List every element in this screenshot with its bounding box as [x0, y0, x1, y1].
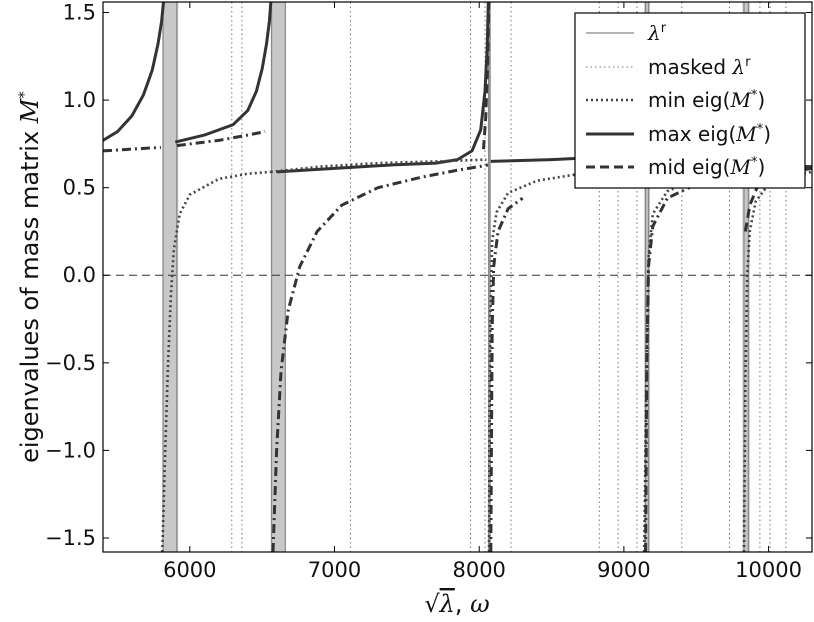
legend-box	[574, 12, 806, 189]
lambda-r-band-0	[162, 2, 179, 552]
y-tick-label-3: 0.0	[63, 263, 96, 287]
legend-label-mid: mid eig(M*)	[648, 155, 765, 179]
y-tick-label-4: 0.5	[63, 176, 96, 200]
series-0-segment-2	[276, 2, 490, 174]
legend-items: λr masked λr min eig(M*) max eig(M*) mid eig…	[586, 21, 771, 179]
x-tick-label-0: 6000	[163, 558, 216, 582]
series-0-segment-0	[103, 2, 165, 142]
legend-label-masked: masked λr	[648, 55, 751, 79]
y-tick-label-0: −1.5	[45, 526, 96, 550]
legend-label-min: min eig(M*)	[648, 88, 765, 112]
series-3-segment-3	[489, 196, 524, 552]
lambda-r-band-1	[270, 2, 286, 552]
series-3-segment-1	[176, 130, 266, 148]
series-1-segment-4	[742, 170, 812, 552]
x-tick-label-2: 8000	[452, 558, 505, 582]
series-1-segment-3	[642, 172, 740, 552]
x-axis-title: √λ, ω	[424, 590, 489, 618]
y-tick-label-5: 1.0	[63, 88, 96, 112]
series-3-segment-0	[103, 145, 161, 153]
legend: λr masked λr min eig(M*) max eig(M*) mid eig…	[574, 12, 806, 189]
y-tick-label-2: −0.5	[45, 351, 96, 375]
series-0-segment-1	[174, 2, 273, 144]
series-1-segment-0	[161, 170, 271, 552]
y-axis-title: eigenvalues of mass matrix M*	[15, 91, 44, 463]
y-tick-label-6: 1.5	[63, 1, 96, 25]
legend-label-max: max eig(M*)	[648, 122, 771, 146]
x-tick-label-3: 9000	[597, 558, 650, 582]
series-3-segment-2	[271, 163, 489, 552]
masked-lambda-r-lines	[231, 2, 787, 552]
lambda-r-band-2	[487, 2, 491, 552]
y-tick-label-1: −1.0	[45, 438, 96, 462]
y-axis-ticks: −1.5 −1.0 −0.5 0.0 0.5 1.0 1.5	[45, 1, 812, 550]
plot-frame	[102, 1, 813, 553]
series-3-segment-4	[644, 173, 740, 552]
series-2-segment-0	[482, 2, 491, 150]
series-1-segment-2	[487, 168, 639, 552]
legend-label-lambda_r: λr	[647, 21, 667, 45]
x-axis-ticks: 6000 7000 8000 9000 10000	[163, 2, 802, 582]
x-tick-label-4: 10000	[735, 558, 802, 582]
x-tick-label-1: 7000	[308, 558, 361, 582]
